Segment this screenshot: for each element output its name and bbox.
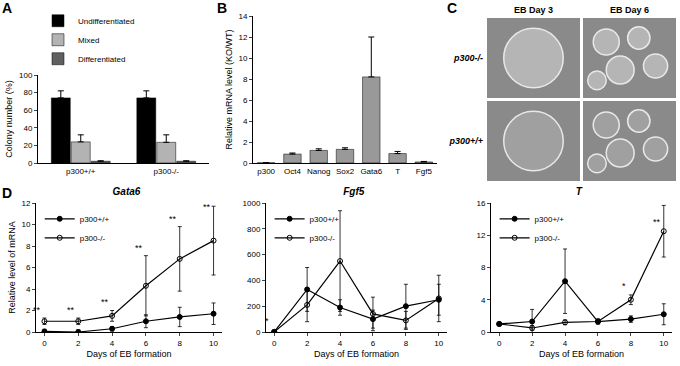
svg-text:0: 0 xyxy=(497,339,502,348)
svg-text:40: 40 xyxy=(23,124,32,133)
svg-text:2: 2 xyxy=(243,138,248,147)
svg-text:600: 600 xyxy=(247,250,261,259)
svg-text:Mixed: Mixed xyxy=(78,36,99,45)
svg-text:**: ** xyxy=(169,214,177,224)
svg-text:0: 0 xyxy=(28,159,33,168)
svg-text:60: 60 xyxy=(23,106,32,115)
svg-text:20: 20 xyxy=(23,141,32,150)
svg-text:Oct4: Oct4 xyxy=(284,167,301,176)
svg-text:4: 4 xyxy=(26,285,31,294)
html-text:A: A xyxy=(2,0,13,16)
svg-text:6: 6 xyxy=(243,96,248,105)
svg-text:p300-/-: p300-/- xyxy=(453,53,483,63)
svg-text:EB Day 6: EB Day 6 xyxy=(610,5,649,15)
svg-text:0: 0 xyxy=(42,339,47,348)
svg-text:8: 8 xyxy=(629,339,634,348)
svg-text:0: 0 xyxy=(481,328,486,337)
svg-text:100: 100 xyxy=(19,71,33,80)
svg-text:Sox2: Sox2 xyxy=(336,167,355,176)
svg-text:800: 800 xyxy=(247,225,261,234)
svg-text:4: 4 xyxy=(243,117,248,126)
svg-text:6: 6 xyxy=(144,339,149,348)
svg-text:8: 8 xyxy=(178,339,183,348)
svg-text:10: 10 xyxy=(209,339,218,348)
svg-text:p300-/-: p300-/- xyxy=(154,167,180,176)
svg-text:Gata6: Gata6 xyxy=(113,186,141,197)
svg-text:p300+/+: p300+/+ xyxy=(535,215,565,224)
svg-text:6: 6 xyxy=(26,263,31,272)
svg-text:T: T xyxy=(576,186,583,197)
svg-text:400: 400 xyxy=(247,276,261,285)
svg-text:10: 10 xyxy=(21,220,30,229)
svg-text:12: 12 xyxy=(238,33,247,42)
svg-text:p300+/+: p300+/+ xyxy=(66,167,96,176)
svg-text:0: 0 xyxy=(272,339,277,348)
svg-text:Days of EB formation: Days of EB formation xyxy=(314,349,399,359)
svg-text:200: 200 xyxy=(247,302,261,311)
svg-text:14: 14 xyxy=(238,12,247,21)
svg-text:p300+/+: p300+/+ xyxy=(310,215,340,224)
svg-text:16: 16 xyxy=(476,199,485,208)
svg-text:2: 2 xyxy=(530,339,535,348)
svg-text:10: 10 xyxy=(434,339,443,348)
svg-text:Days of EB formation: Days of EB formation xyxy=(86,349,171,359)
svg-text:12: 12 xyxy=(21,199,30,208)
html-text:D: D xyxy=(2,185,13,201)
svg-text:10: 10 xyxy=(659,339,668,348)
svg-text:Undifferentiated: Undifferentiated xyxy=(78,17,134,26)
svg-text:Colony number (%): Colony number (%) xyxy=(4,80,14,158)
svg-text:Fgf5: Fgf5 xyxy=(416,167,433,176)
svg-text:**: ** xyxy=(33,305,41,315)
html-text:C: C xyxy=(447,0,458,16)
svg-text:0: 0 xyxy=(256,328,261,337)
svg-text:*: * xyxy=(622,281,626,291)
svg-text:6: 6 xyxy=(371,339,376,348)
svg-text:Relative level of mRNA: Relative level of mRNA xyxy=(7,221,17,314)
svg-text:4: 4 xyxy=(481,296,486,305)
svg-text:8: 8 xyxy=(404,339,409,348)
html-text:B: B xyxy=(217,0,228,16)
svg-text:8: 8 xyxy=(481,263,486,272)
svg-text:p300-/-: p300-/- xyxy=(535,234,561,243)
svg-text:**: ** xyxy=(135,243,143,253)
svg-text:Nanog: Nanog xyxy=(307,167,331,176)
svg-text:10: 10 xyxy=(238,54,247,63)
svg-text:Relative mRNA level (KO/WT): Relative mRNA level (KO/WT) xyxy=(224,29,234,149)
svg-text:Fgf5: Fgf5 xyxy=(343,186,365,197)
svg-text:p300: p300 xyxy=(257,167,275,176)
svg-text:0: 0 xyxy=(243,159,248,168)
svg-text:p300-/-: p300-/- xyxy=(80,234,106,243)
svg-text:**: ** xyxy=(653,217,661,227)
svg-text:4: 4 xyxy=(110,339,115,348)
svg-text:0: 0 xyxy=(26,328,31,337)
svg-text:8: 8 xyxy=(26,242,31,251)
svg-text:Gata6: Gata6 xyxy=(360,167,382,176)
svg-text:p300-/-: p300-/- xyxy=(310,234,336,243)
svg-text:2: 2 xyxy=(26,306,31,315)
svg-text:6: 6 xyxy=(596,339,601,348)
svg-text:4: 4 xyxy=(338,339,343,348)
svg-text:Differentiated: Differentiated xyxy=(78,55,125,64)
svg-text:2: 2 xyxy=(76,339,81,348)
svg-text:Days of EB formation: Days of EB formation xyxy=(539,349,624,359)
svg-text:*: * xyxy=(265,316,269,326)
svg-text:4: 4 xyxy=(563,339,568,348)
svg-text:p300+/+: p300+/+ xyxy=(80,215,110,224)
svg-text:T: T xyxy=(395,167,400,176)
svg-text:**: ** xyxy=(101,297,109,307)
svg-text:2: 2 xyxy=(305,339,310,348)
svg-text:EB Day 3: EB Day 3 xyxy=(514,5,553,15)
svg-text:**: ** xyxy=(67,305,75,315)
svg-text:**: ** xyxy=(203,202,211,212)
svg-text:8: 8 xyxy=(243,75,248,84)
svg-text:12: 12 xyxy=(476,231,485,240)
svg-text:p300+/+: p300+/+ xyxy=(448,136,483,146)
svg-text:1000: 1000 xyxy=(243,199,261,208)
svg-text:80: 80 xyxy=(23,88,32,97)
